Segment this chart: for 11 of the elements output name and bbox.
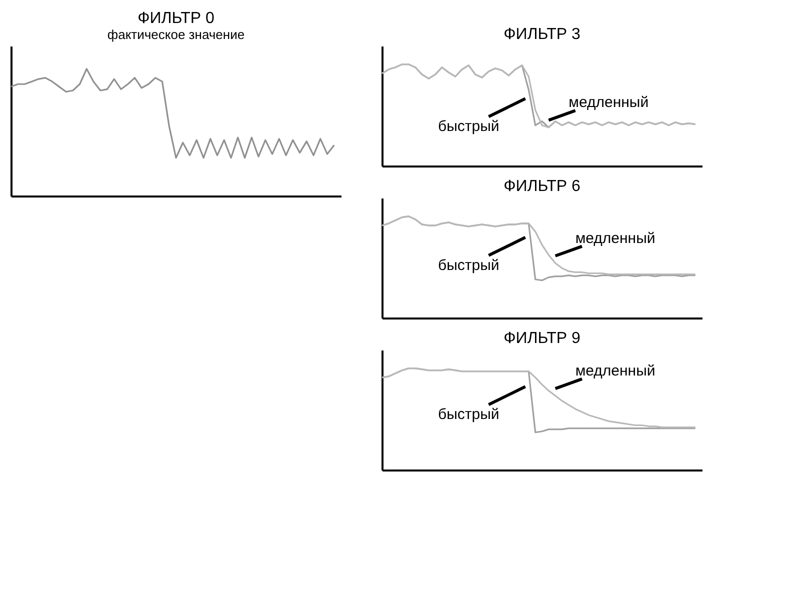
series-label: медленный (575, 230, 656, 247)
text: быстрый (438, 257, 500, 274)
chart-title: ФИЛЬТР 9 (504, 330, 581, 347)
text: быстрый (438, 406, 500, 424)
chart-title: ФИЛЬТР 3 (504, 26, 581, 43)
text: быстрый (438, 118, 500, 136)
series-label: медленный (568, 94, 649, 112)
chart-title: ФИЛЬТР 6 (504, 178, 581, 195)
series-label: медленный (575, 362, 656, 380)
chart-title: ФИЛЬТР 0 (138, 10, 215, 27)
chart-subtitle: фактическое значение (107, 27, 245, 42)
